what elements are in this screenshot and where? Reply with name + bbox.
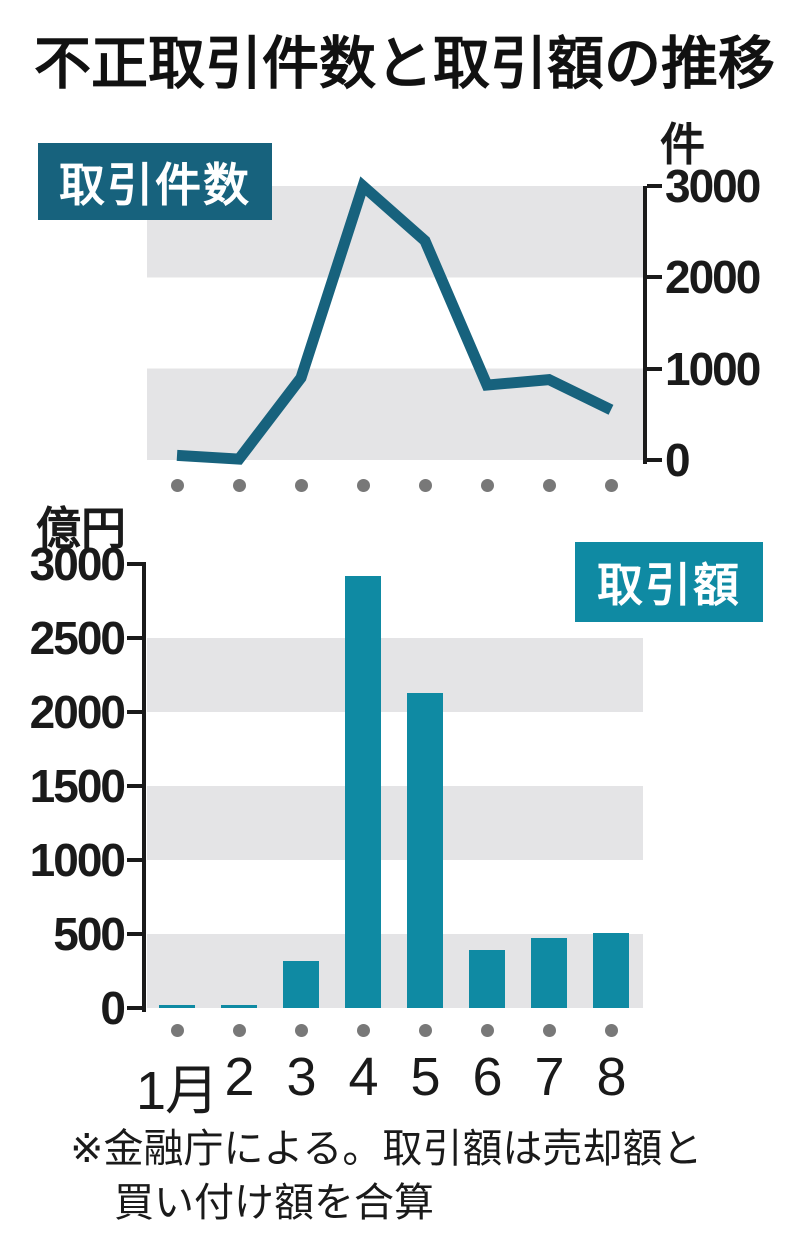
amount-bar-8 bbox=[593, 932, 629, 1008]
month-dot-6 bbox=[480, 478, 494, 492]
count-chart-label: 取引件数 bbox=[38, 143, 272, 220]
count-line bbox=[176, 176, 614, 465]
amount-y-axis bbox=[142, 562, 146, 1012]
y-tick bbox=[127, 710, 142, 714]
month-dot-3 bbox=[294, 478, 308, 492]
month-dot-1月 bbox=[170, 1023, 184, 1037]
count-line-svg bbox=[176, 176, 614, 465]
y-tick bbox=[127, 858, 142, 862]
amount-bar-3 bbox=[283, 960, 319, 1008]
y-tick bbox=[647, 275, 662, 280]
y-tick-label: 1000 bbox=[29, 834, 126, 886]
y-tick-label: 3000 bbox=[665, 160, 761, 212]
y-tick-label: 1000 bbox=[665, 342, 761, 395]
amount-unit-label: 億円 bbox=[36, 503, 127, 554]
month-label-6: 6 bbox=[472, 1047, 502, 1107]
month-dot-5 bbox=[418, 478, 432, 492]
month-label-7: 7 bbox=[534, 1047, 564, 1107]
y-tick bbox=[127, 636, 142, 640]
month-dot-7 bbox=[542, 478, 556, 492]
y-tick bbox=[127, 1006, 142, 1010]
month-dot-7 bbox=[542, 1023, 556, 1037]
month-dot-4 bbox=[356, 478, 370, 492]
y-tick-label: 500 bbox=[53, 908, 126, 960]
y-tick-label: 3000 bbox=[29, 538, 126, 590]
amount-chart-label: 取引額 bbox=[575, 542, 763, 622]
count-plot-area bbox=[147, 176, 643, 465]
amount-bar-6 bbox=[469, 950, 505, 1008]
source-note-line1: ※金融庁による。取引額は売却額と bbox=[70, 1127, 703, 1171]
y-tick bbox=[127, 784, 142, 788]
amount-bar-5 bbox=[407, 692, 443, 1008]
y-tick-label: 2000 bbox=[29, 686, 126, 738]
month-label-3: 3 bbox=[286, 1047, 316, 1107]
source-note: ※金融庁による。取引額は売却額と 買い付け額を合算 bbox=[70, 1122, 702, 1230]
amount-bar-2 bbox=[221, 1005, 257, 1008]
month-dot-6 bbox=[480, 1023, 494, 1037]
month-dot-4 bbox=[356, 1023, 370, 1037]
y-tick bbox=[647, 366, 662, 371]
month-dot-8 bbox=[604, 478, 618, 492]
amount-bar-4 bbox=[345, 575, 381, 1008]
count-y-axis bbox=[643, 186, 647, 464]
y-tick-label: 2500 bbox=[29, 612, 126, 664]
month-dot-2 bbox=[232, 478, 246, 492]
month-dot-3 bbox=[294, 1023, 308, 1037]
month-dot-1月 bbox=[170, 478, 184, 492]
count-unit-label: 件 bbox=[660, 119, 706, 170]
month-label-5: 5 bbox=[410, 1047, 440, 1107]
source-note-line2: 買い付け額を合算 bbox=[114, 1181, 434, 1225]
month-label-1月: 1月 bbox=[135, 1061, 219, 1121]
y-tick-label: 0 bbox=[665, 434, 691, 486]
y-tick-label: 2000 bbox=[665, 251, 761, 304]
month-label-2: 2 bbox=[224, 1047, 254, 1107]
y-tick bbox=[647, 184, 662, 188]
month-dot-8 bbox=[604, 1023, 618, 1037]
page-title: 不正取引件数と取引額の推移 bbox=[34, 32, 775, 96]
amount-plot-area bbox=[147, 564, 643, 1008]
y-tick bbox=[127, 932, 142, 936]
month-dot-2 bbox=[232, 1023, 246, 1037]
month-label-8: 8 bbox=[596, 1047, 626, 1107]
y-tick bbox=[127, 562, 142, 566]
y-tick bbox=[647, 458, 662, 462]
y-tick-label: 1500 bbox=[29, 760, 126, 812]
month-label-4: 4 bbox=[348, 1047, 378, 1107]
amount-bar-7 bbox=[531, 938, 567, 1008]
amount-bar-1月 bbox=[159, 1005, 195, 1008]
y-tick-label: 0 bbox=[100, 982, 126, 1034]
month-dot-5 bbox=[418, 1023, 432, 1037]
